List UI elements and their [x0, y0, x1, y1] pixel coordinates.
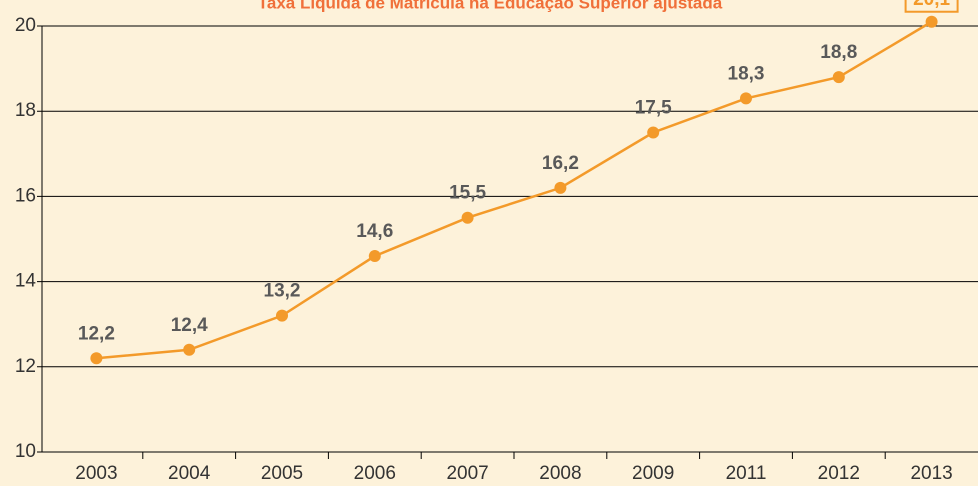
y-tick-label: 10	[15, 441, 36, 462]
data-label: 14,6	[356, 221, 393, 242]
data-label: 18,3	[728, 63, 765, 84]
x-tick-label: 2012	[818, 463, 860, 484]
y-tick-label: 12	[15, 356, 36, 377]
point	[554, 181, 567, 194]
chart-title: Taxa Líquida de Matrícula na Educação Su…	[258, 0, 723, 12]
line	[96, 20, 933, 360]
data-label: 16,2	[542, 153, 579, 174]
point	[832, 71, 845, 84]
x-tick-label: 2009	[632, 463, 674, 484]
label-box	[904, 0, 959, 13]
y-tick-label: 18	[15, 100, 36, 121]
data-label: 12,2	[78, 323, 115, 344]
x-tick-label: 2011	[726, 463, 767, 484]
point	[925, 15, 938, 28]
data-label: 17,5	[635, 98, 672, 119]
data-label: 18,8	[820, 42, 857, 63]
x-tick-label: 2008	[539, 463, 581, 484]
x-tick-label: 2007	[446, 463, 488, 484]
point	[740, 92, 752, 105]
data-label: 20,1	[913, 0, 950, 10]
y-tick-label: 14	[15, 271, 37, 292]
data-label: 15,5	[449, 183, 486, 204]
x-tick-label: 2013	[910, 463, 952, 484]
point	[368, 250, 381, 263]
x-tick-label: 2004	[168, 463, 211, 484]
x-tick-label: 2006	[354, 463, 396, 484]
x-tick-label: 2003	[75, 463, 117, 484]
data-label: 12,4	[171, 315, 208, 336]
data-label: 13,2	[264, 281, 301, 302]
point	[90, 352, 103, 365]
y-tick-label: 20	[15, 15, 36, 36]
point	[276, 309, 288, 322]
point	[461, 211, 474, 224]
y-tick-label: 16	[15, 185, 36, 206]
point	[183, 343, 196, 356]
point	[647, 126, 660, 139]
x-tick-label: 2005	[261, 463, 303, 484]
